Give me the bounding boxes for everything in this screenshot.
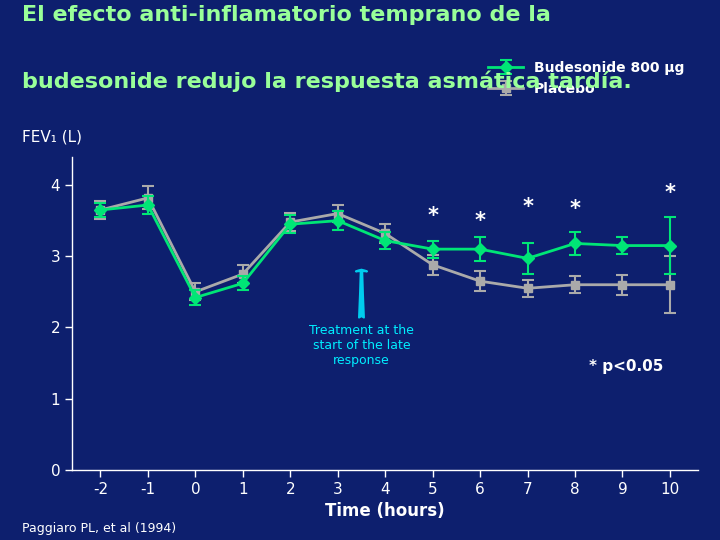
- Text: Treatment at the
start of the late
response: Treatment at the start of the late respo…: [309, 324, 414, 367]
- Text: *: *: [570, 199, 580, 219]
- Text: FEV₁ (L): FEV₁ (L): [22, 130, 81, 145]
- Text: *: *: [474, 211, 485, 231]
- Text: budesonide redujo la respuesta asmática tardía.: budesonide redujo la respuesta asmática …: [22, 70, 631, 92]
- Text: *: *: [427, 206, 438, 226]
- Text: Paggiaro PL, et al (1994): Paggiaro PL, et al (1994): [22, 522, 176, 535]
- X-axis label: Time (hours): Time (hours): [325, 502, 445, 520]
- Text: * p<0.05: * p<0.05: [589, 359, 664, 374]
- Legend: Budesonide 800 μg, Placebo: Budesonide 800 μg, Placebo: [482, 54, 691, 103]
- Text: *: *: [665, 183, 675, 203]
- Text: *: *: [522, 197, 533, 217]
- Text: El efecto anti-inflamatorio temprano de la: El efecto anti-inflamatorio temprano de …: [22, 5, 551, 25]
